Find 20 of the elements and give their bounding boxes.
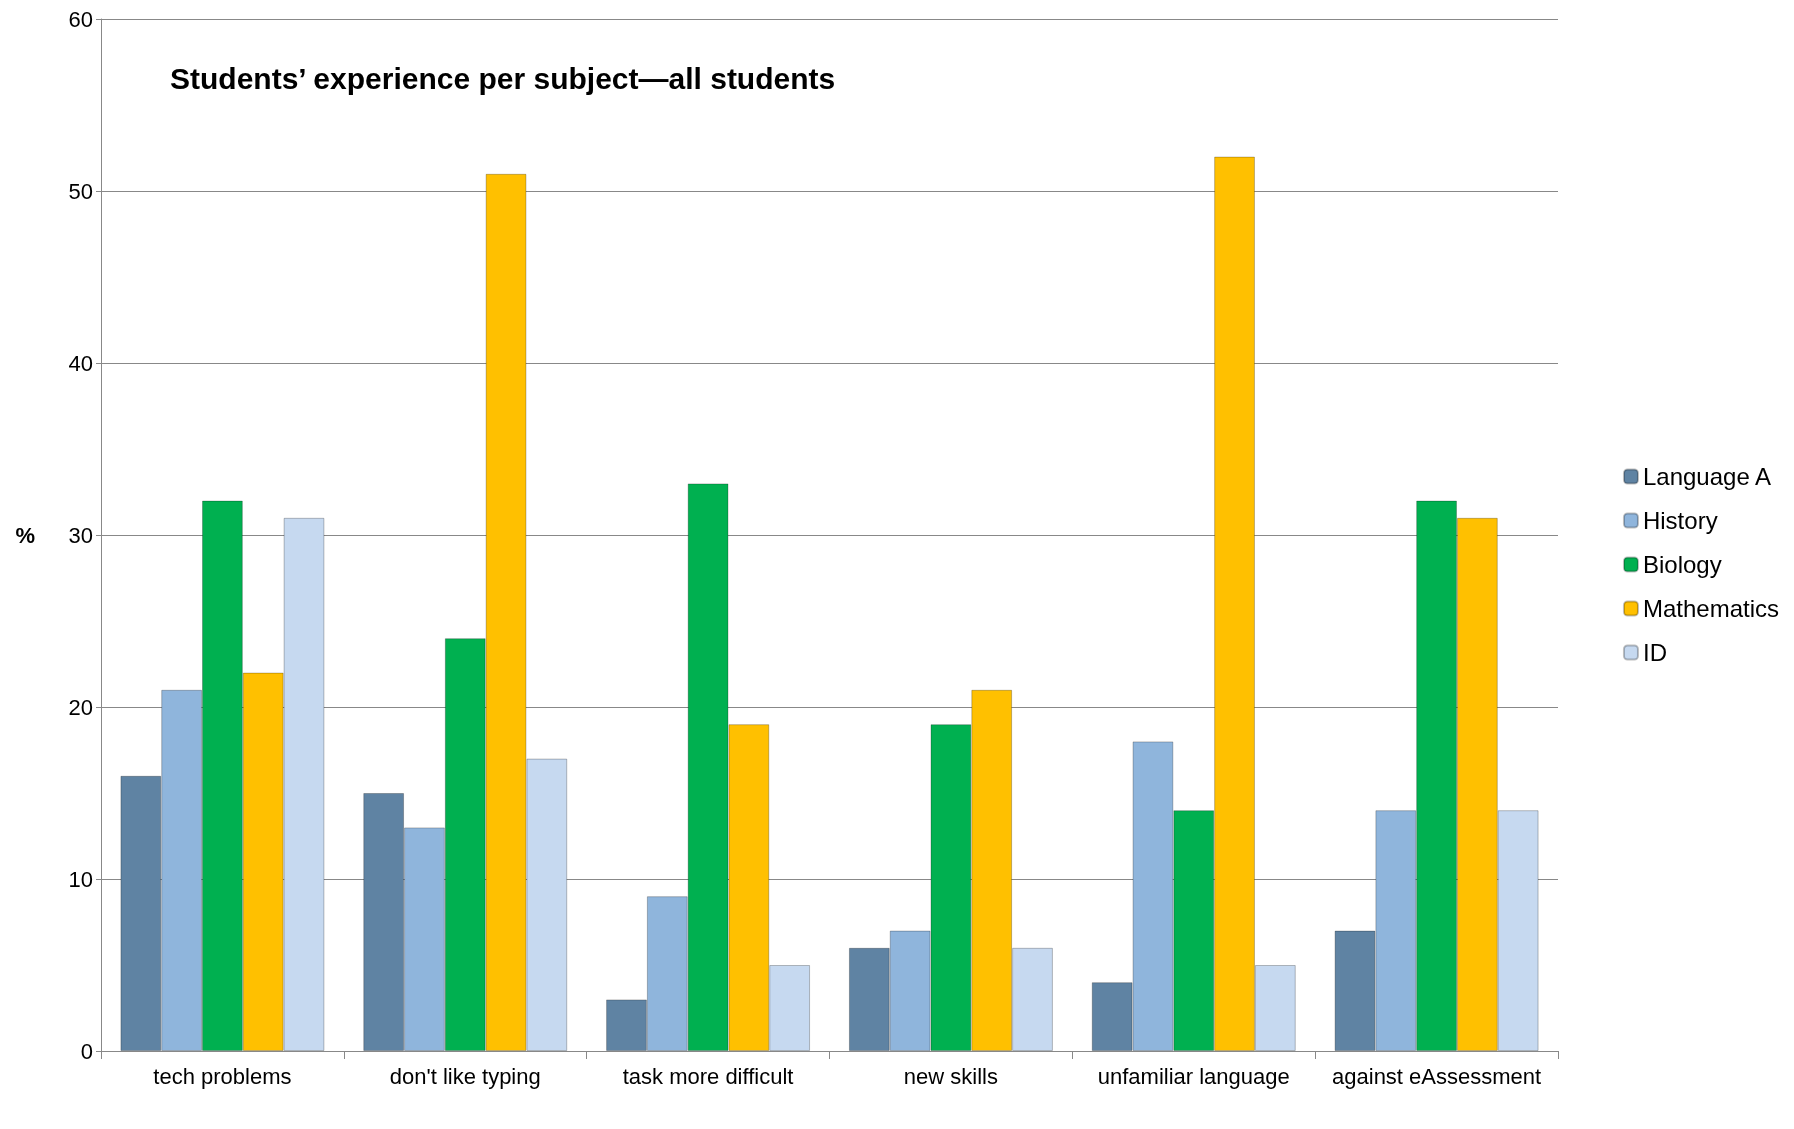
- x-tick-label: don't like typing: [389, 1063, 541, 1089]
- y-axis-title: %: [15, 522, 35, 548]
- legend-label: ID: [1642, 639, 1667, 666]
- legend-label: Biology: [1642, 551, 1722, 578]
- y-tick-label: 50: [68, 178, 93, 204]
- x-tick-label: against eAssessment: [1332, 1063, 1542, 1089]
- text: Students’ experience per subject—all students: [170, 61, 836, 95]
- y-tick-label: 40: [68, 350, 93, 376]
- legend-label: Language A: [1642, 463, 1772, 490]
- y-tick-label: 20: [68, 694, 93, 720]
- y-tick-label: 60: [68, 6, 93, 32]
- x-tick-label: unfamiliar language: [1097, 1063, 1290, 1089]
- x-tick-label: task more difficult: [622, 1063, 794, 1089]
- y-tick-label: 10: [68, 866, 93, 892]
- legend-label: History: [1642, 507, 1718, 534]
- y-tick-label: 30: [68, 522, 93, 548]
- x-tick-label: new skills: [903, 1063, 998, 1089]
- legend-label: Mathematics: [1642, 595, 1779, 622]
- y-tick-label: 0: [80, 1038, 93, 1064]
- x-tick-label: tech problems: [153, 1063, 292, 1089]
